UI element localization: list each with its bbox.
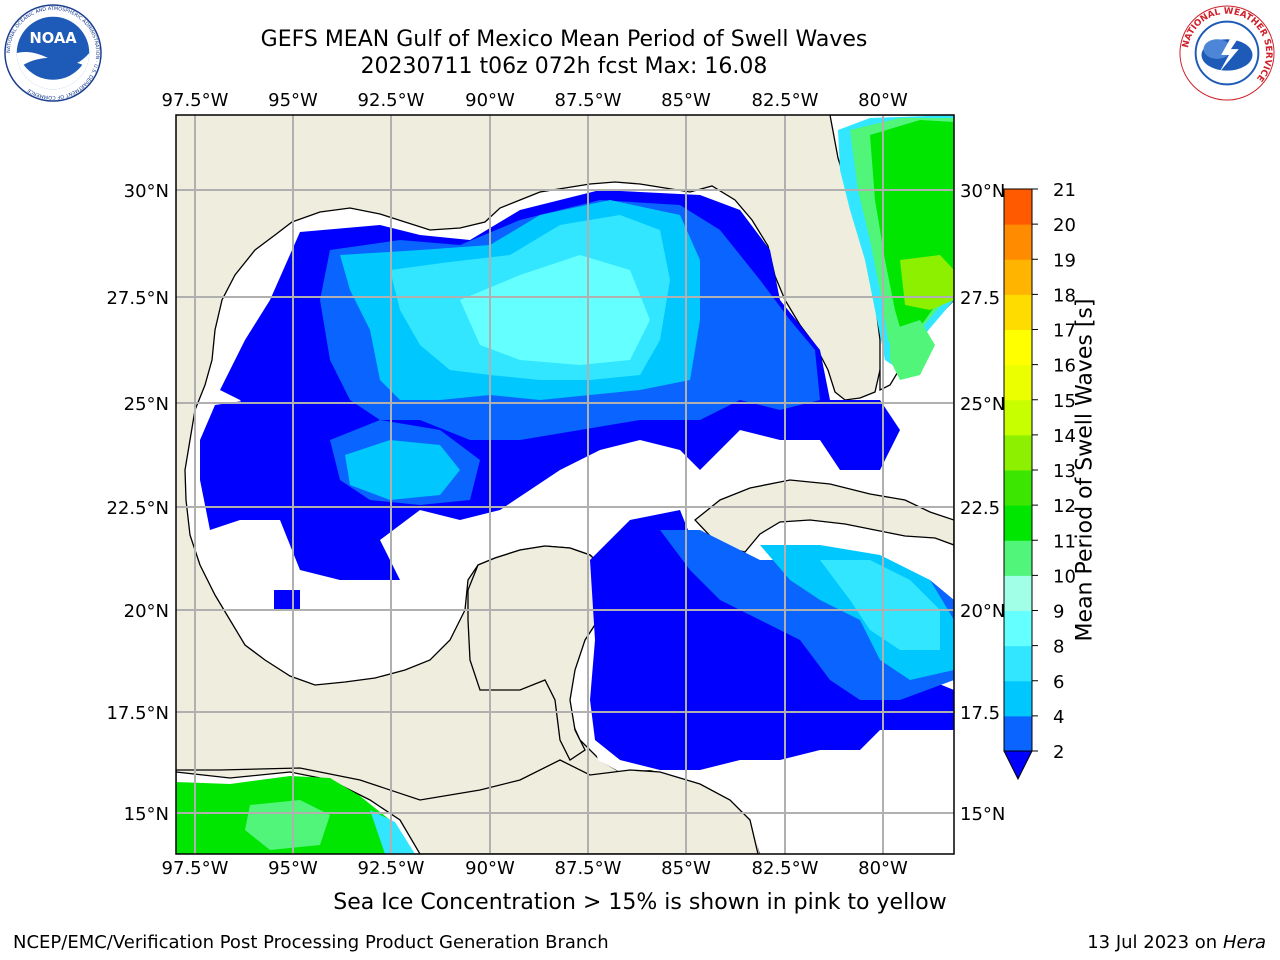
colorbar-tick-label: 17	[1053, 321, 1076, 342]
colorbar-tick-label: 19	[1053, 250, 1076, 271]
nws-logo: NATIONAL WEATHER SERVICE	[1179, 5, 1275, 101]
colorbar-segment	[1004, 575, 1032, 611]
lat-label-right: 22.5	[960, 498, 1000, 519]
colorbar-tick-label: 14	[1053, 426, 1076, 447]
caption: Sea Ice Concentration > 15% is shown in …	[333, 890, 947, 915]
lat-label-left: 30°N	[124, 181, 169, 202]
colorbar-tick-label: 8	[1053, 637, 1064, 658]
colorbar-tick-label: 21	[1053, 180, 1076, 201]
colorbar-segment	[1004, 645, 1032, 682]
map-gridlines	[176, 115, 954, 854]
lon-label-top: 95°W	[268, 90, 318, 111]
colorbar-tick-label: 11	[1053, 531, 1076, 552]
colorbar-tick-label: 9	[1053, 602, 1064, 623]
lat-label-right: 25°N	[960, 394, 1005, 415]
lat-label-right: 27.5	[960, 288, 1000, 309]
lat-label-left: 27.5°N	[106, 288, 169, 309]
lon-label-top: 85°W	[661, 90, 711, 111]
colorbar-segment	[1004, 259, 1032, 295]
lat-label-right: 20°N	[960, 601, 1005, 622]
colorbar-segment	[1004, 715, 1032, 752]
colorbar-tick-label: 18	[1053, 285, 1076, 306]
lon-label-bottom: 80°W	[858, 858, 908, 879]
lon-label-top: 87.5°W	[555, 90, 622, 111]
map-axis-labels: 97.5°W 97.5°W 95°W 95°W 92.5°W 92.5°W 90°W 90°W…	[106, 90, 1005, 879]
lon-label-bottom: 97.5°W	[162, 858, 229, 879]
colorbar-segment	[1004, 189, 1032, 225]
footer-date-prefix: 13 Jul 2023 on	[1087, 932, 1223, 953]
colorbar-segment	[1004, 680, 1032, 717]
lon-label-bottom: 90°W	[465, 858, 515, 879]
colorbar-segment	[1004, 364, 1032, 401]
swell-atlantic	[838, 115, 954, 380]
yucatan-land	[467, 545, 611, 761]
lon-label-top: 97.5°W	[162, 90, 229, 111]
lon-label-top: 82.5°W	[752, 90, 819, 111]
colorbar-segment	[1004, 224, 1032, 260]
colorbar-tick-label: 12	[1053, 496, 1076, 517]
map-frame	[175, 114, 955, 855]
lon-label-bottom: 92.5°W	[358, 858, 425, 879]
lat-label-left: 22.5°N	[106, 498, 169, 519]
colorbar-segment	[1004, 505, 1032, 541]
lon-label-bottom: 95°W	[268, 858, 318, 879]
colorbar-label: Mean Period of Swell Waves [s]	[1072, 298, 1098, 642]
colorbar-segment	[1004, 399, 1032, 436]
lon-label-top: 90°W	[465, 90, 515, 111]
noaa-logo-text: NOAA	[29, 30, 77, 47]
chart-subtitle: 20230711 t06z 072h fcst Max: 16.08	[360, 54, 768, 79]
lat-label-right: 30°N	[960, 181, 1005, 202]
footer-credit: NCEP/EMC/Verification Post Processing Pr…	[13, 932, 609, 953]
colorbar-segment	[1004, 610, 1032, 647]
noaa-logo: NOAA NATIONAL OCEANIC AND ATMOSPHERIC AD…	[4, 4, 102, 102]
colorbar: 2 4 6 8 9 10 11 12 13 14 15 16 17 18 19 20 21	[1003, 180, 1076, 781]
lat-label-right: 15°N	[960, 804, 1005, 825]
footer-host: Hera	[1222, 932, 1266, 953]
lat-label-left: 20°N	[124, 601, 169, 622]
colorbar-segment	[1004, 294, 1032, 330]
lat-label-left: 15°N	[124, 804, 169, 825]
colorbar-tick-label: 2	[1053, 742, 1064, 763]
colorbar-segment	[1004, 540, 1032, 576]
cuba-land	[694, 479, 954, 553]
lat-label-left: 25°N	[124, 394, 169, 415]
colorbar-tick-label: 20	[1053, 215, 1076, 236]
lon-label-bottom: 85°W	[661, 858, 711, 879]
colorbar-tick-label: 4	[1053, 707, 1064, 728]
swell-8-9s	[460, 255, 650, 365]
colorbar-segment	[1004, 470, 1032, 506]
lat-label-right: 17.5	[960, 703, 1000, 724]
lon-label-bottom: 82.5°W	[752, 858, 819, 879]
colorbar-tick-label: 16	[1053, 356, 1076, 377]
lon-label-top: 80°W	[858, 90, 908, 111]
colorbar-tick-label: 10	[1053, 566, 1076, 587]
colorbar-segment	[1004, 329, 1032, 366]
lon-label-bottom: 87.5°W	[555, 858, 622, 879]
chart-title: GEFS MEAN Gulf of Mexico Mean Period of …	[260, 27, 868, 52]
colorbar-under-triangle	[1003, 750, 1033, 781]
footer-date: 13 Jul 2023 on Hera	[1087, 932, 1266, 953]
lon-label-top: 92.5°W	[358, 90, 425, 111]
lat-label-left: 17.5°N	[106, 703, 169, 724]
colorbar-tick-label: 6	[1053, 672, 1064, 693]
colorbar-tick-label: 15	[1053, 391, 1076, 412]
colorbar-tick-label: 13	[1053, 461, 1076, 482]
colorbar-segment	[1004, 434, 1032, 471]
